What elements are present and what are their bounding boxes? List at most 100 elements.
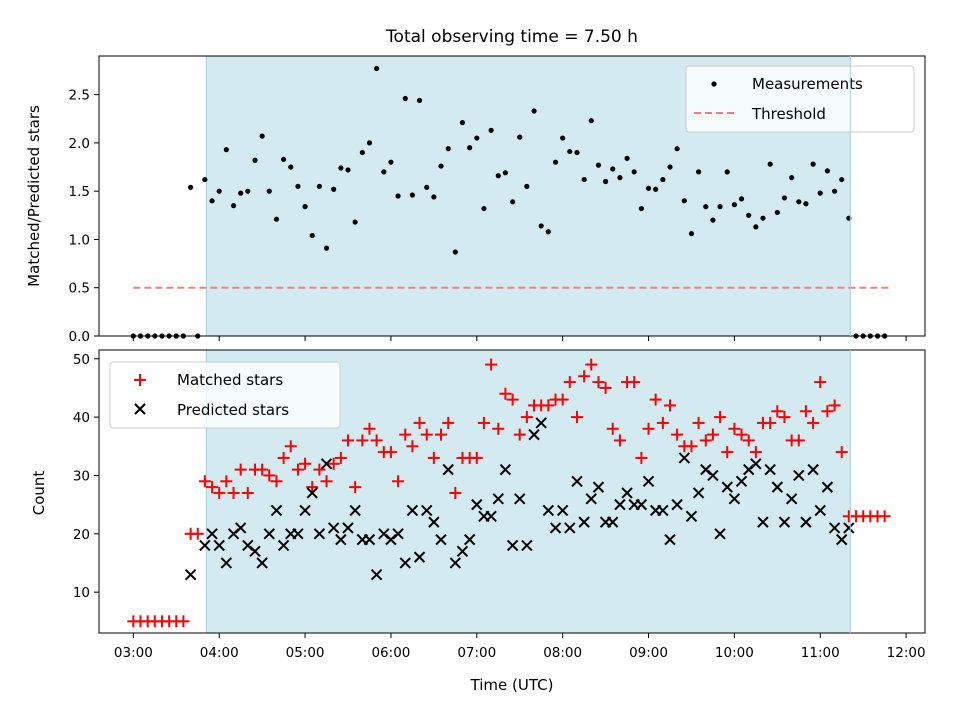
predicted-stars-point — [506, 539, 519, 552]
matched-stars-point — [671, 428, 684, 441]
predicted-stars-point — [621, 487, 633, 499]
predicted-stars-point — [728, 493, 741, 505]
matched-stars-point — [363, 422, 376, 435]
measurement-point — [688, 231, 695, 237]
predicted-stars-point — [199, 539, 211, 552]
matched-stars-point — [213, 486, 226, 499]
matched-stars-point — [427, 451, 440, 464]
ratio-y-axis-label: Matched/Predicted stars — [25, 105, 43, 287]
matched-stars-point — [542, 399, 555, 412]
measurement-point — [295, 183, 301, 189]
matched-stars-point — [814, 376, 827, 389]
predicted-stars-point — [234, 522, 247, 534]
predicted-stars-point — [335, 533, 347, 546]
predicted-stars-point — [370, 568, 383, 581]
matched-stars-point — [420, 428, 433, 441]
measurement-point — [359, 149, 365, 156]
predicted-stars-point — [449, 557, 462, 569]
matched-stars-point — [878, 510, 891, 523]
measurement-point — [474, 135, 480, 141]
matched-stars-point — [828, 399, 841, 412]
matched-stars-legend-label: Matched stars — [177, 371, 283, 389]
matched-stars-point — [556, 393, 569, 406]
predicted-stars-point — [492, 493, 504, 505]
matched-stars-point — [506, 393, 519, 406]
measurement-point — [789, 175, 795, 181]
matched-stars-point — [792, 434, 805, 447]
y-tick-label: 10 — [73, 585, 90, 601]
matched-stars-point — [384, 446, 397, 459]
measurement-point — [753, 224, 759, 230]
matched-stars-point — [499, 387, 512, 400]
measurement-point — [409, 192, 415, 198]
measurement-point — [202, 176, 208, 183]
matched-stars-point — [206, 481, 219, 494]
predicted-stars-point — [213, 539, 225, 552]
matched-stars-point — [513, 428, 526, 441]
predicted-stars-point — [535, 417, 547, 429]
matched-stars-point — [485, 358, 498, 371]
measurement-point — [602, 178, 609, 185]
predicted-stars-point — [363, 533, 376, 546]
measurement-point — [438, 163, 444, 169]
matched-stars-point — [291, 463, 304, 476]
x-tick-label: 05:00 — [286, 645, 325, 661]
measurement-point — [731, 202, 737, 208]
measurement-point — [188, 184, 194, 190]
x-tick-label: 08:00 — [543, 645, 582, 661]
count-panel: 10 20 30 40 50 03:00 04:00 05:00 06:00 07:00 08:00… — [30, 349, 926, 694]
measurement-point — [238, 190, 244, 196]
matched-stars-point — [191, 527, 204, 540]
measurement-point — [803, 201, 809, 207]
x-tick-label: 11:00 — [801, 645, 840, 661]
x-tick-label: 04:00 — [200, 645, 239, 661]
predicted-stars-point — [750, 458, 762, 470]
matched-stars-point — [613, 434, 626, 447]
measurement-point — [638, 205, 644, 212]
predicted-stars-point — [678, 452, 691, 464]
matched-stars-point — [370, 434, 383, 447]
measurement-point — [760, 215, 766, 221]
measurement-point — [653, 186, 659, 192]
measurement-point — [273, 216, 280, 222]
measurement-point — [388, 159, 394, 165]
measurement-point — [796, 199, 802, 205]
matched-stars-point — [327, 457, 340, 470]
matched-stars-point — [742, 434, 755, 447]
predicted-stars-point — [421, 504, 433, 517]
measurement-point — [703, 204, 709, 210]
measurement-point — [710, 217, 716, 223]
measurement-point — [288, 164, 294, 170]
predicted-stars-point — [299, 504, 311, 517]
measurement-point — [352, 219, 358, 225]
predicted-stars-point — [320, 458, 333, 470]
matched-stars-point — [342, 434, 355, 447]
predicted-stars-point — [249, 545, 261, 558]
matched-stars-point — [699, 434, 712, 447]
measurements-legend-label: Measurements — [752, 75, 863, 93]
matched-stars-point — [241, 486, 254, 499]
measurement-point — [345, 167, 351, 173]
predicted-stars-point — [757, 516, 769, 528]
measurement-point — [331, 186, 337, 192]
measurements-legend-marker — [711, 81, 717, 87]
measurement-point — [323, 245, 330, 251]
predicted-stars-point — [349, 504, 361, 517]
predicted-stars-point — [313, 528, 326, 540]
predicted-stars-point — [428, 516, 440, 528]
matched-stars-point — [656, 416, 669, 429]
matched-stars-point — [685, 440, 698, 453]
matched-stars-point — [449, 486, 462, 499]
matched-stars-point — [585, 358, 598, 371]
y-tick-label: 2.5 — [69, 88, 90, 104]
measurement-point — [302, 204, 308, 210]
measurement-point — [610, 166, 616, 172]
measurement-point — [445, 146, 451, 152]
predicted-stars-legend-marker — [134, 403, 146, 415]
predicted-stars-point — [692, 487, 705, 499]
chart-title: Total observing time = 7.50 h — [385, 27, 638, 47]
measurement-point — [681, 198, 687, 204]
predicted-stars-point — [342, 522, 354, 534]
matched-stars-point — [592, 376, 605, 389]
